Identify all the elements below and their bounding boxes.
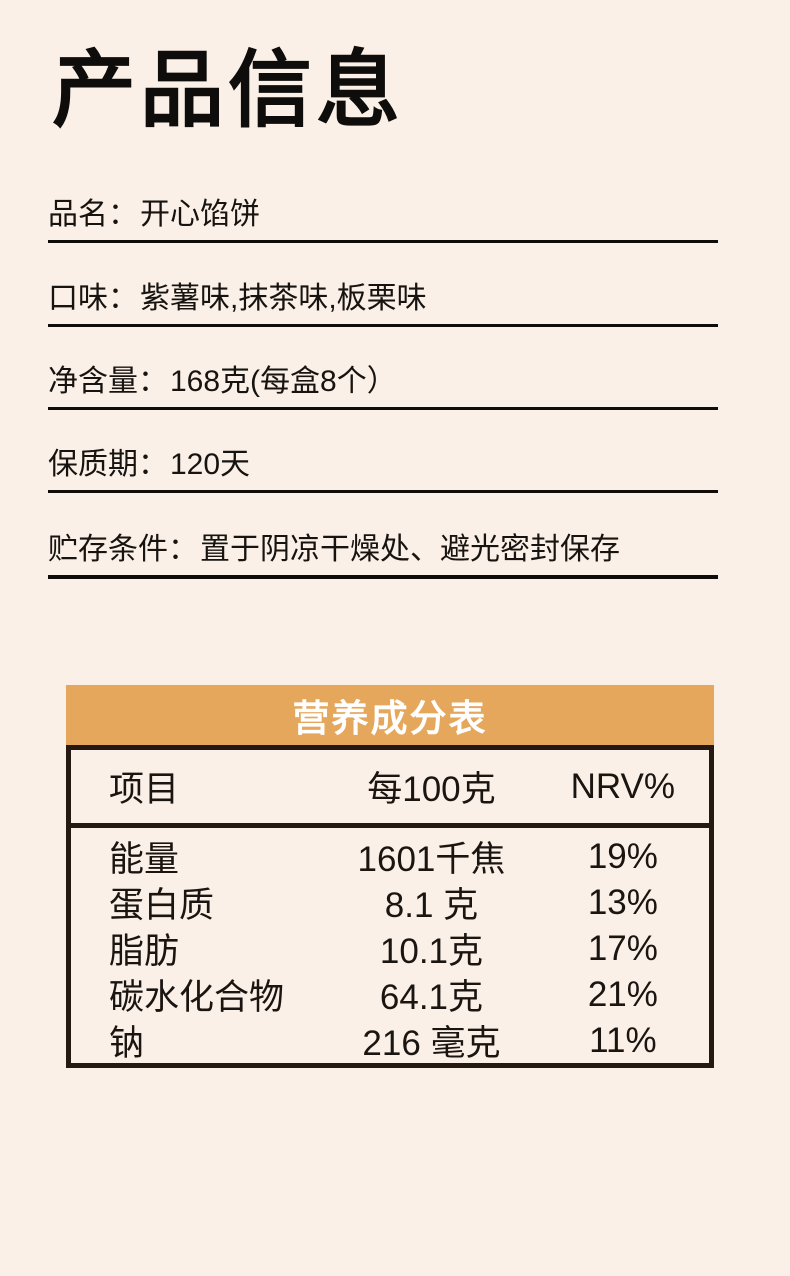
field-label: 品名：	[48, 198, 138, 231]
field-value: 紫薯味,抹茶味,板栗味	[140, 282, 427, 315]
nutrition-row-fat: 脂肪 10.1克 17%	[71, 923, 709, 972]
nutrition-nrv: 11%	[589, 1020, 657, 1060]
nutrition-row-energy: 能量 1601千焦 19%	[71, 831, 709, 880]
column-header-nrv: NRV%	[570, 766, 676, 806]
field-label: 贮存条件：	[48, 533, 198, 566]
page-title: 产品信息	[52, 43, 405, 137]
nutrition-title-bar: 营养成分表	[66, 685, 714, 745]
column-header-item: 项目	[109, 770, 180, 809]
nutrition-value: 216 毫克	[362, 1024, 501, 1063]
nutrition-row-carbohydrate: 碳水化合物 64.1克 21%	[71, 969, 709, 1018]
field-label: 口味：	[48, 282, 138, 315]
field-row-shelf-life: 保质期： 120天	[48, 436, 718, 493]
field-row-storage: 贮存条件： 置于阴凉干燥处、避光密封保存	[48, 521, 718, 579]
nutrition-item-name: 脂肪	[109, 932, 180, 971]
nutrition-item-name: 蛋白质	[109, 886, 215, 925]
nutrition-item-name: 钠	[109, 1024, 145, 1063]
field-label: 净含量：	[48, 365, 168, 398]
nutrition-header-row: 项目 每100克 NRV%	[71, 750, 709, 828]
nutrition-table: 项目 每100克 NRV% 能量 1601千焦 19% 蛋白质 8.1 克 13…	[66, 745, 714, 1068]
nutrition-nrv: 19%	[587, 836, 658, 876]
nutrition-nrv: 13%	[587, 882, 658, 922]
field-value: 开心馅饼	[140, 198, 260, 231]
nutrition-value: 10.1克	[379, 932, 484, 971]
field-row-flavor: 口味： 紫薯味,抹茶味,板栗味	[48, 270, 718, 327]
field-value: 168克(每盒8个）	[170, 365, 397, 398]
nutrition-nrv: 21%	[587, 974, 658, 1014]
field-value: 120天	[170, 448, 251, 481]
nutrition-title: 营养成分表	[292, 698, 488, 739]
nutrition-value: 1601千焦	[357, 840, 506, 879]
field-row-net-weight: 净含量： 168克(每盒8个）	[48, 353, 718, 410]
nutrition-row-protein: 蛋白质 8.1 克 13%	[71, 877, 709, 926]
nutrition-item-name: 能量	[109, 840, 180, 879]
nutrition-nrv: 17%	[587, 928, 658, 968]
nutrition-value: 8.1 克	[384, 886, 479, 925]
field-row-product-name: 品名： 开心馅饼	[48, 186, 718, 243]
field-label: 保质期：	[48, 448, 168, 481]
nutrition-body: 能量 1601千焦 19% 蛋白质 8.1 克 13% 脂肪 10.1克 17%…	[71, 828, 709, 1064]
column-header-per100g: 每100克	[367, 770, 496, 809]
nutrition-item-name: 碳水化合物	[109, 978, 285, 1017]
nutrition-value: 64.1克	[379, 978, 484, 1017]
nutrition-row-sodium: 钠 216 毫克 11%	[71, 1015, 709, 1064]
field-value: 置于阴凉干燥处、避光密封保存	[200, 533, 620, 566]
